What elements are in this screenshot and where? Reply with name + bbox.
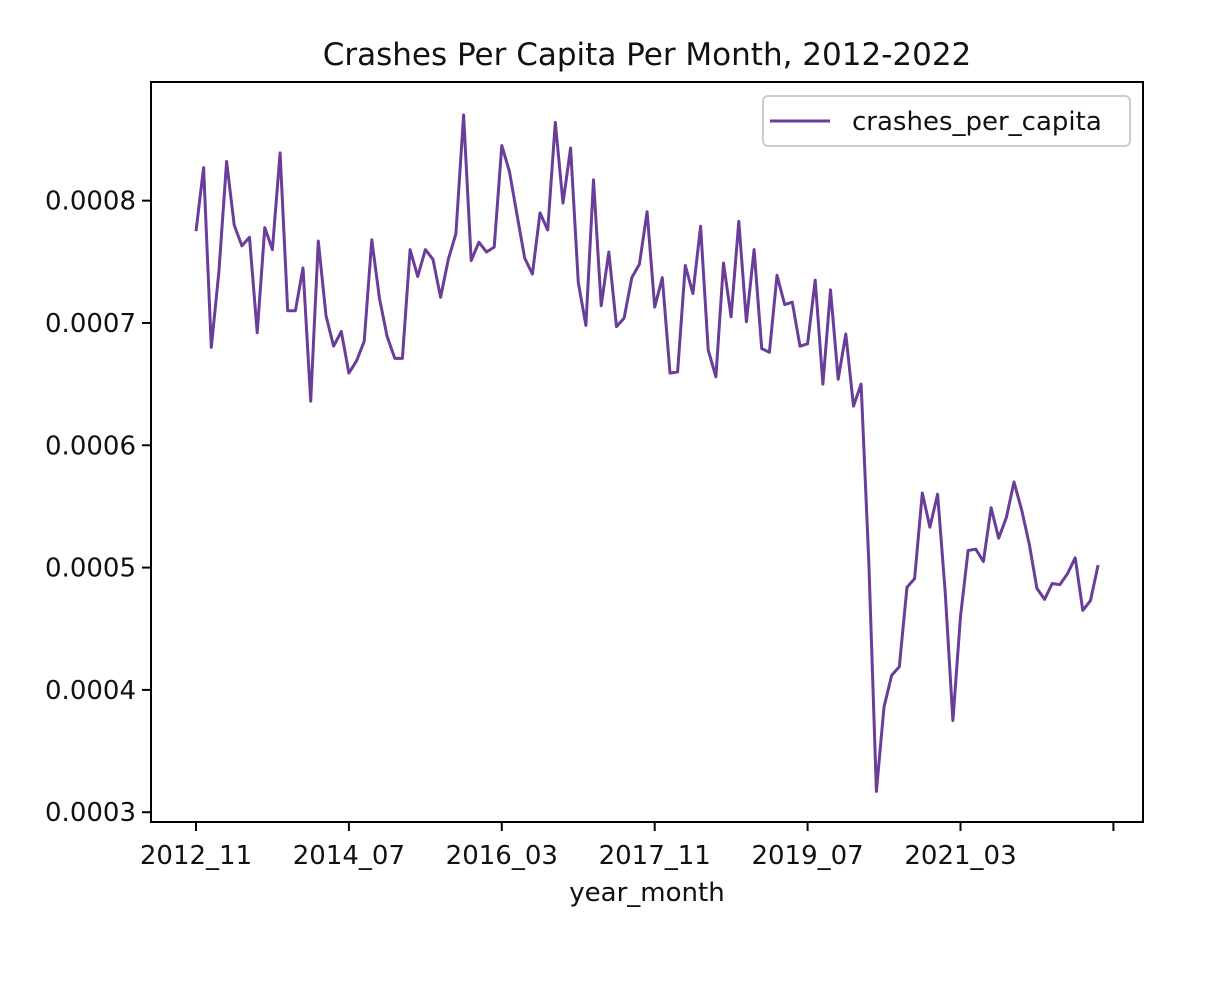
x-tick-label: 2014_07 (293, 841, 405, 871)
x-tick-label: 2012_11 (140, 841, 252, 871)
x-axis-title: year_month (569, 878, 724, 908)
y-axis: 0.0003 0.0004 0.0005 0.0006 0.0007 0.0008 (45, 187, 151, 828)
legend: crashes_per_capita (762, 95, 1131, 147)
y-tick-label: 0.0006 (45, 431, 136, 461)
x-tick-label: 2017_11 (599, 841, 711, 871)
chart-title: Crashes Per Capita Per Month, 2012-2022 (323, 37, 972, 73)
x-tick-label: 2021_03 (904, 841, 1016, 871)
plot-area (150, 81, 1144, 823)
x-axis: 2012_11 2014_07 2016_03 2017_11 2019_07 2021_… (140, 822, 1115, 871)
data-series (194, 113, 1100, 793)
y-tick-label: 0.0008 (45, 187, 136, 217)
y-tick-label: 0.0003 (45, 798, 136, 828)
series-line-crashes_per_capita (194, 113, 1100, 793)
y-tick-label: 0.0004 (45, 676, 136, 706)
y-tick-label: 0.0007 (45, 309, 136, 339)
legend-box (762, 95, 1131, 147)
y-tick-label: 0.0005 (45, 554, 136, 584)
x-tick-label: 2019_07 (751, 841, 863, 871)
x-tick-label: 2016_03 (446, 841, 558, 871)
legend-entry-label: crashes_per_capita (852, 107, 1102, 137)
